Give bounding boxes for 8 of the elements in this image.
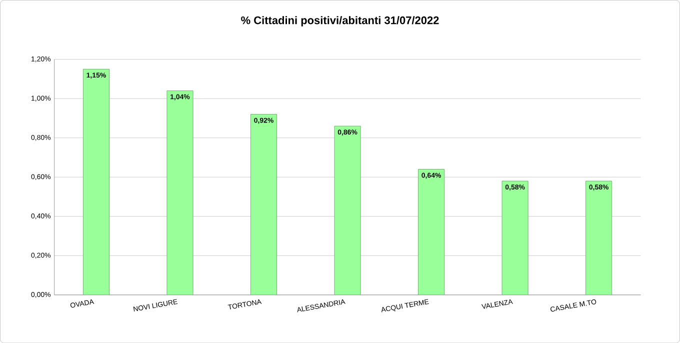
bar [502,180,528,295]
bar [586,180,612,295]
chart-title: % Cittadini positivi/abitanti 31/07/2022 [241,16,439,26]
bar [166,90,194,295]
bar [250,114,277,295]
bar [334,126,361,295]
bar [82,68,110,295]
bar [418,168,445,295]
